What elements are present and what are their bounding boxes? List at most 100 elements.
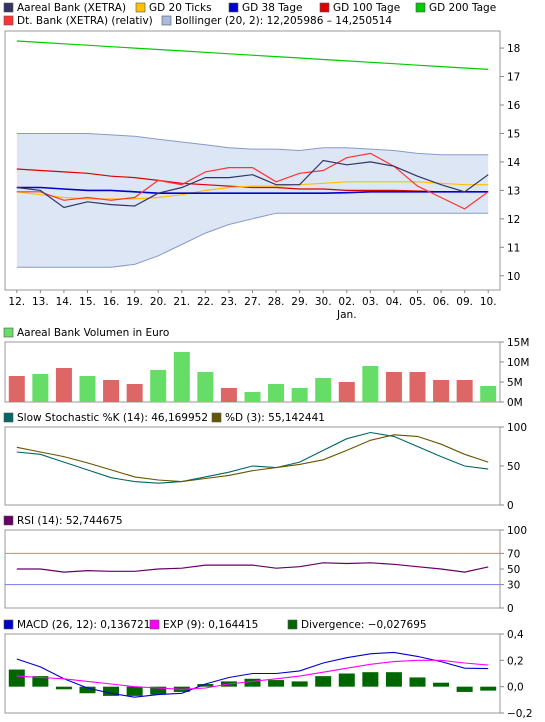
macd-legend-label-0: MACD (26, 12): 0,136721	[17, 619, 150, 631]
price-xtick-label-12: 29.	[291, 296, 308, 308]
macd-legend-swatch-0	[3, 619, 14, 630]
price-xtick-label-5: 19.	[126, 296, 143, 308]
macd-line	[16, 651, 489, 698]
macd-divergence-bar-14	[338, 673, 355, 687]
volume-bar-5	[126, 384, 143, 402]
rsi-legend-swatch-0	[3, 515, 14, 526]
volume-ytick-label-0: 0M	[507, 397, 523, 409]
macd-ytick-label-0: −0,2	[507, 708, 533, 720]
series-gd-100-tage	[16, 168, 489, 193]
price-xtick-label-8: 22.	[197, 296, 214, 308]
price-ytick-label-2: 12	[507, 214, 520, 226]
price-xtick-label-15: 03.	[362, 296, 379, 308]
macd-divergence-bar-3	[79, 686, 96, 694]
price-ytick-label-0: 10	[507, 271, 520, 283]
price-xtick-label-14: 02.	[338, 296, 355, 308]
macd-divergence-bar-1	[32, 676, 49, 687]
macd-legend-swatch-1	[149, 619, 160, 630]
macd-divergence-bar-10	[244, 678, 261, 687]
stoch-k-line	[16, 431, 489, 484]
price-xtick-label-0: 12.	[8, 296, 25, 308]
price-xtick-label-7: 21.	[173, 296, 190, 308]
macd-divergence-bar-6	[150, 686, 167, 695]
price-ytick-label-8: 18	[507, 43, 520, 55]
volume-bar-6	[150, 370, 167, 402]
price-xtick-label-6: 20.	[150, 296, 167, 308]
rsi-panel	[4, 529, 501, 609]
volume-bar-12	[291, 388, 308, 402]
price-ytick-label-1: 11	[507, 242, 520, 254]
macd-divergence-bar-11	[268, 680, 285, 687]
price-legend-label-1: GD 20 Ticks	[149, 2, 212, 14]
price-xtick-label-11: 28.	[268, 296, 285, 308]
price-xtick-label-2: 14.	[56, 296, 73, 308]
macd-divergence-bar-20	[480, 686, 497, 691]
volume-bar-0	[8, 376, 25, 402]
price-ytick-label-7: 17	[507, 72, 520, 84]
price-xtick-label-1: 13.	[32, 296, 49, 308]
macd-divergence-bar-19	[456, 686, 473, 692]
rsi-ytick-label-2: 50	[507, 564, 520, 576]
macd-divergence-bar-4	[103, 686, 120, 696]
volume-bar-9	[220, 388, 237, 402]
macd-divergence-bar-13	[315, 676, 332, 687]
macd-ytick-label-3: 0,4	[507, 629, 524, 641]
price-legend-swatch-2	[228, 2, 239, 13]
price-xtick-label-19: 09.	[456, 296, 473, 308]
volume-bar-16	[385, 372, 402, 402]
series-dt-bank-xetra-relativ-	[16, 152, 489, 210]
volume-bar-7	[173, 352, 190, 402]
volume-bar-8	[197, 372, 214, 402]
price-ytick-label-4: 14	[507, 157, 521, 169]
rsi-legend-label-0: RSI (14): 52,744675	[17, 515, 123, 527]
price-legend2-label-0: Dt. Bank (XETRA) (relativ)	[17, 15, 153, 27]
rsi-ytick-label-1: 30	[507, 580, 520, 592]
volume-ytick-label-2: 10M	[507, 357, 529, 369]
price-ytick-label-3: 13	[507, 185, 520, 197]
rsi-ytick-label-3: 70	[507, 548, 520, 560]
price-xtick-label-17: 05.	[409, 296, 426, 308]
price-xtick-label-20: 10.	[480, 296, 497, 308]
volume-bar-18	[433, 380, 450, 402]
stoch-legend-swatch-1	[211, 412, 222, 423]
volume-legend-label-0: Aareal Bank Volumen in Euro	[17, 327, 169, 339]
macd-legend-swatch-2	[287, 619, 298, 630]
price-xtick-label-13: 30.	[315, 296, 332, 308]
volume-bar-10	[244, 392, 261, 402]
macd-divergence-bar-17	[409, 677, 426, 687]
stoch-legend-label-0: Slow Stochastic %K (14): 46,169952	[17, 412, 208, 424]
stoch-ytick-label-0: 0	[507, 500, 514, 512]
macd-signal-line	[16, 659, 489, 690]
price-xtick-sublabel: Jan.	[336, 309, 357, 321]
stoch-ytick-label-2: 100	[507, 422, 527, 434]
macd-legend-label-1: EXP (9): 0,164415	[163, 619, 258, 631]
volume-bar-17	[409, 372, 426, 402]
macd-divergence-bar-2	[55, 686, 72, 690]
price-xtick-label-18: 06.	[433, 296, 450, 308]
price-legend-label-3: GD 100 Tage	[333, 2, 400, 14]
price-xtick-label-9: 23.	[221, 296, 238, 308]
stoch-d-line	[16, 434, 489, 483]
macd-divergence-bar-5	[126, 686, 143, 696]
price-legend2-label-1: Bollinger (20, 2): 12,205986 – 14,250514	[175, 15, 392, 27]
series-gd-200-tage	[16, 40, 489, 70]
price-legend-swatch-3	[319, 2, 330, 13]
rsi-line	[16, 562, 489, 573]
rsi-ytick-label-0: 0	[507, 603, 514, 615]
price-xtick-label-3: 15.	[79, 296, 96, 308]
series-aareal-bank-xetra-	[16, 159, 489, 209]
macd-divergence-bar-8	[197, 684, 214, 687]
bollinger-band	[16, 133, 489, 268]
macd-ytick-label-1: 0,0	[507, 682, 524, 694]
volume-legend-swatch-0	[3, 327, 14, 338]
macd-divergence-bar-0	[8, 669, 25, 687]
macd-divergence-bar-16	[385, 672, 402, 687]
volume-ytick-label-3: 15M	[507, 337, 529, 349]
price-ytick-label-6: 16	[507, 100, 521, 112]
stoch-legend-label-1: %D (3): 55,142441	[225, 412, 325, 424]
volume-bar-15	[362, 366, 379, 402]
price-legend2-swatch-0	[3, 15, 14, 26]
price-xtick-label-4: 16.	[103, 296, 120, 308]
